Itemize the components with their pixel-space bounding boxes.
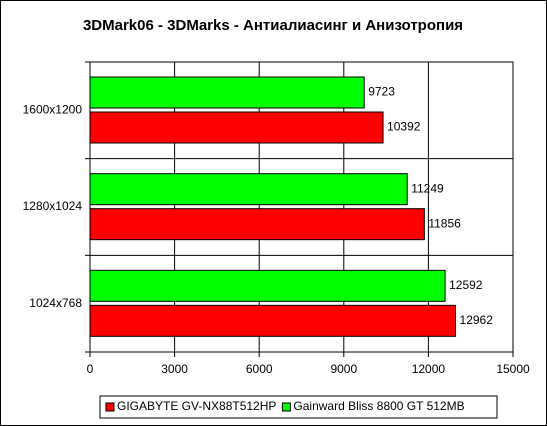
bar-value-label: 9723 — [368, 85, 395, 99]
bar-value-label: 12962 — [460, 313, 494, 327]
y-tick-label: 1280x1024 — [23, 199, 83, 213]
chart-title: 3DMark06 - 3DMarks - Антиалиасинг и Аниз… — [83, 17, 463, 34]
bar-value-label: 12592 — [449, 278, 483, 292]
bar-value-label: 11249 — [411, 181, 444, 195]
bar — [89, 269, 446, 302]
bar — [89, 304, 457, 337]
bar — [89, 173, 408, 206]
legend-label: GIGABYTE GV-NX88T512HP — [117, 399, 276, 413]
bar-value-label: 11856 — [428, 216, 461, 230]
legend-swatch — [281, 402, 291, 412]
x-tick-label: 3000 — [161, 362, 188, 376]
x-tick-label: 0 — [87, 362, 94, 376]
bar — [89, 111, 384, 144]
y-tick-label: 1600x1200 — [23, 103, 83, 117]
x-tick-label: 12000 — [412, 362, 446, 376]
x-tick-label: 6000 — [246, 362, 273, 376]
bar — [89, 208, 425, 241]
legend-box — [99, 395, 498, 419]
x-tick-label: 9000 — [330, 362, 357, 376]
legend-label: Gainward Bliss 8800 GT 512MB — [293, 399, 464, 413]
x-tick-label: 15000 — [496, 362, 530, 376]
y-tick-label: 1024x768 — [29, 296, 82, 310]
plot-area — [89, 61, 514, 353]
bar — [89, 76, 365, 109]
legend-swatch — [105, 402, 115, 412]
bar-value-label: 10392 — [387, 120, 421, 134]
